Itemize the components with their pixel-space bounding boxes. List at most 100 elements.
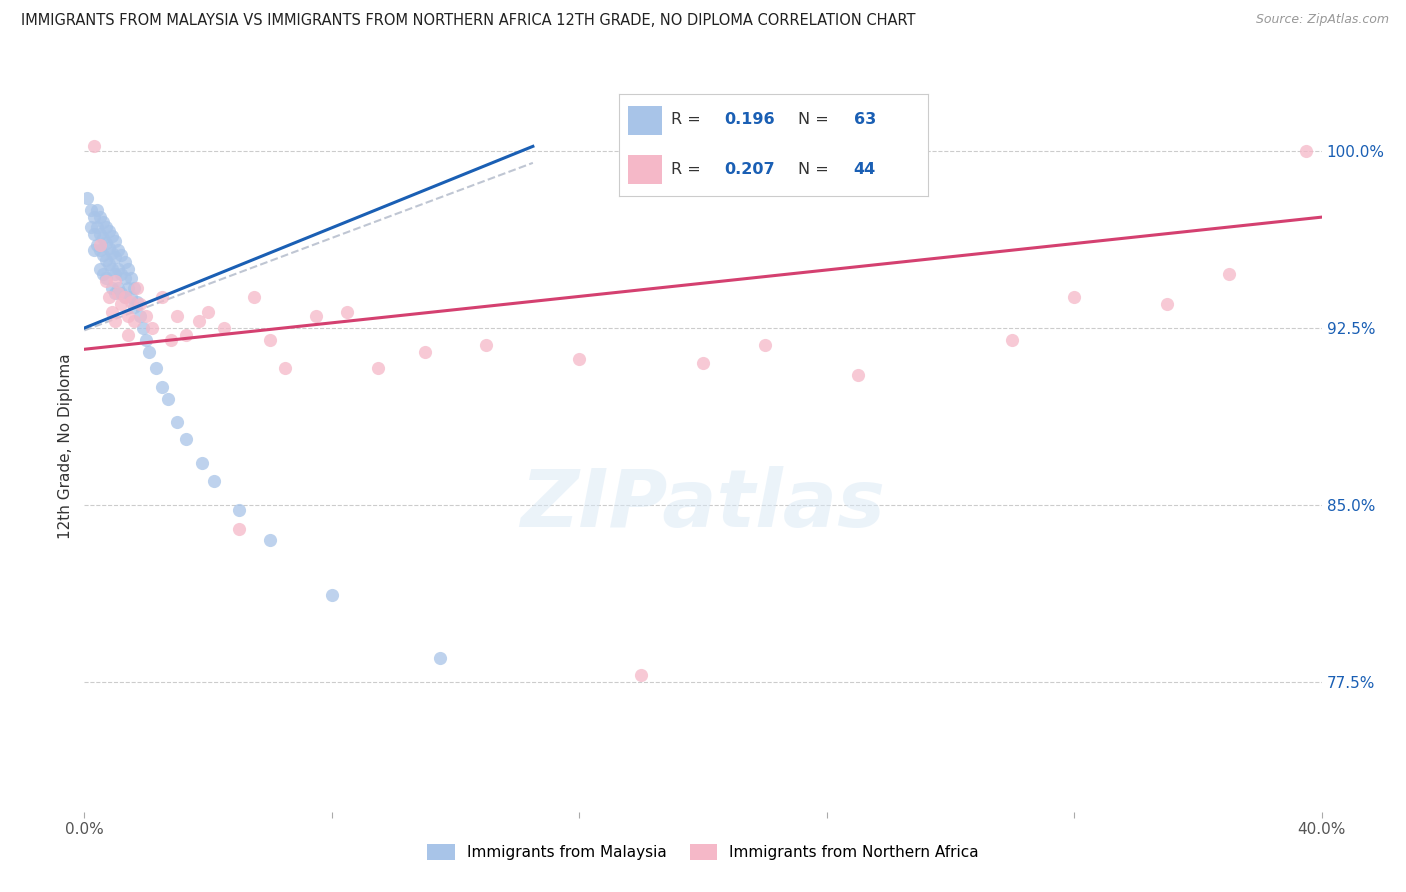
- Text: N =: N =: [799, 112, 834, 128]
- Point: [150, 380, 173, 394]
- Text: ZIPatlas: ZIPatlas: [520, 466, 886, 543]
- Legend: Immigrants from Malaysia, Immigrants from Northern Africa: Immigrants from Malaysia, Immigrants fro…: [420, 838, 986, 866]
- Point: [104, 274, 127, 288]
- Y-axis label: 12th Grade, No Diploma: 12th Grade, No Diploma: [58, 353, 73, 539]
- Point: [132, 321, 155, 335]
- Point: [413, 344, 436, 359]
- Point: [91, 215, 114, 229]
- Point: [83, 227, 105, 241]
- Point: [98, 224, 121, 238]
- Point: [89, 243, 111, 257]
- Text: 0.207: 0.207: [724, 161, 775, 177]
- Point: [86, 202, 108, 217]
- Point: [117, 281, 139, 295]
- Point: [107, 285, 129, 300]
- Point: [101, 281, 124, 295]
- Point: [1295, 144, 1317, 158]
- Point: [98, 290, 121, 304]
- Point: [104, 234, 127, 248]
- Point: [76, 191, 98, 205]
- Point: [274, 361, 297, 376]
- Point: [212, 321, 235, 335]
- Point: [846, 368, 869, 383]
- Point: [1063, 290, 1085, 304]
- Point: [692, 356, 714, 370]
- Point: [129, 297, 152, 311]
- Point: [79, 202, 101, 217]
- Point: [754, 337, 776, 351]
- Point: [321, 588, 343, 602]
- Point: [91, 267, 114, 281]
- Point: [94, 219, 117, 234]
- Point: [117, 310, 139, 324]
- Point: [89, 227, 111, 241]
- Point: [160, 333, 183, 347]
- Point: [110, 285, 132, 300]
- Point: [114, 255, 136, 269]
- Point: [114, 290, 136, 304]
- Point: [101, 229, 124, 244]
- Text: IMMIGRANTS FROM MALAYSIA VS IMMIGRANTS FROM NORTHERN AFRICA 12TH GRADE, NO DIPLO: IMMIGRANTS FROM MALAYSIA VS IMMIGRANTS F…: [21, 13, 915, 29]
- Point: [135, 310, 157, 324]
- Point: [125, 295, 148, 310]
- Text: 0.196: 0.196: [724, 112, 775, 128]
- Point: [259, 533, 281, 548]
- Point: [243, 290, 266, 304]
- Point: [114, 290, 136, 304]
- Point: [122, 281, 145, 295]
- Point: [120, 271, 142, 285]
- Point: [187, 314, 209, 328]
- Text: R =: R =: [671, 112, 706, 128]
- Point: [176, 432, 198, 446]
- Point: [145, 361, 167, 376]
- Point: [110, 248, 132, 262]
- Point: [86, 219, 108, 234]
- Text: 44: 44: [853, 161, 876, 177]
- Point: [107, 243, 129, 257]
- Point: [228, 502, 250, 516]
- Point: [1156, 297, 1178, 311]
- Point: [197, 304, 219, 318]
- FancyBboxPatch shape: [628, 155, 662, 184]
- Text: 63: 63: [853, 112, 876, 128]
- Point: [89, 238, 111, 252]
- Point: [104, 267, 127, 281]
- Point: [94, 274, 117, 288]
- Point: [83, 243, 105, 257]
- Point: [202, 475, 225, 489]
- Point: [110, 297, 132, 311]
- Point: [176, 328, 198, 343]
- Point: [98, 241, 121, 255]
- Point: [101, 304, 124, 318]
- Point: [86, 238, 108, 252]
- Point: [89, 210, 111, 224]
- Point: [101, 245, 124, 260]
- Point: [107, 262, 129, 277]
- Point: [156, 392, 179, 406]
- Point: [89, 262, 111, 277]
- Point: [94, 252, 117, 267]
- Point: [150, 290, 173, 304]
- Point: [120, 290, 142, 304]
- Point: [120, 295, 142, 310]
- Point: [83, 139, 105, 153]
- Point: [117, 328, 139, 343]
- Point: [429, 651, 451, 665]
- Point: [135, 333, 157, 347]
- Point: [79, 219, 101, 234]
- Point: [129, 310, 152, 324]
- Point: [114, 271, 136, 285]
- Point: [104, 285, 127, 300]
- Point: [166, 416, 188, 430]
- Point: [630, 668, 652, 682]
- Point: [475, 337, 498, 351]
- Point: [166, 310, 188, 324]
- Point: [138, 344, 160, 359]
- Point: [83, 210, 105, 224]
- Text: R =: R =: [671, 161, 706, 177]
- Point: [122, 314, 145, 328]
- Point: [367, 361, 389, 376]
- Point: [94, 271, 117, 285]
- Point: [259, 333, 281, 347]
- Point: [91, 248, 114, 262]
